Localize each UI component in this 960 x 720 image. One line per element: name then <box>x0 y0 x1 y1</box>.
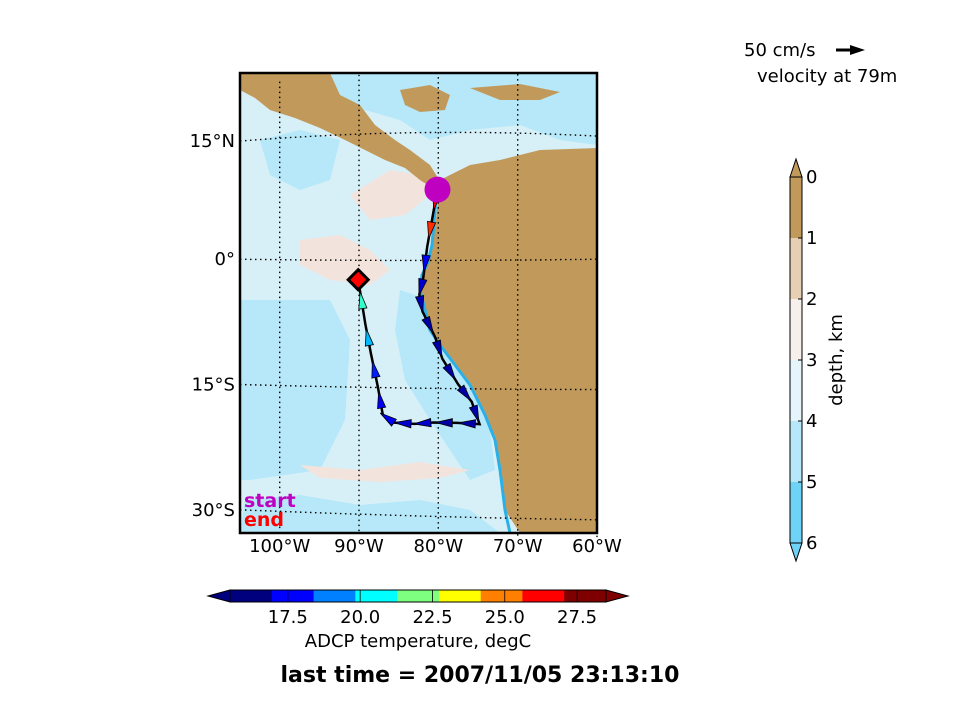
depth-colorbar-tick-label: 5 <box>806 472 817 493</box>
velocity-vector <box>364 328 375 347</box>
depth-colorbar-tick-label: 6 <box>806 533 817 554</box>
yucatan-land <box>400 85 450 112</box>
lat-tick-label: 30°S <box>192 500 235 521</box>
velocity-vector <box>442 362 456 381</box>
end-marker <box>346 267 371 292</box>
velocity-caption: velocity at 79m <box>757 66 897 87</box>
depth-colorbar-tick-label: 3 <box>806 350 817 371</box>
temperature-colorbar-tick-label: 25.0 <box>485 607 525 628</box>
lon-tick-label: 100°W <box>249 536 310 557</box>
depth-colorbar-segment <box>790 177 802 239</box>
temperature-colorbar-segment <box>438 590 482 602</box>
velocity-key: 50 cm/s velocity at 79m <box>744 40 897 87</box>
temperature-colorbar-frame <box>229 589 607 603</box>
velocity-vector <box>394 419 412 429</box>
lon-tick-label: 60°W <box>572 536 622 557</box>
temperature-colorbar-tick-label: 20.0 <box>340 607 380 628</box>
temperature-colorbar-segment <box>522 590 565 602</box>
velocity-vector <box>379 412 397 427</box>
cocos-ridge <box>350 170 430 220</box>
central-america-land <box>240 73 438 188</box>
lat-tick-label: 15°N <box>190 131 235 152</box>
depth-colorbar-segment <box>790 360 802 422</box>
lon-tick-label: 70°W <box>493 536 543 557</box>
temperature-colorbar-tick-label: 22.5 <box>412 607 452 628</box>
temperature-colorbar-left-extension <box>206 589 231 603</box>
velocity-vector <box>358 291 368 310</box>
temperature-colorbar-segment <box>313 590 356 602</box>
depth-colorbar-segment <box>790 421 802 483</box>
depth-colorbar-bottom-extension <box>789 542 803 563</box>
depth-colorbar-tick-label: 4 <box>806 411 817 432</box>
velocity-vector <box>421 254 431 273</box>
start-label: start <box>244 490 296 512</box>
peru-basin <box>395 290 495 480</box>
lon-tick-label: 90°W <box>334 536 384 557</box>
temperature-colorbar: ADCP temperature, degC 17.5 20.0 22.5 25.0 2… <box>206 589 630 652</box>
temperature-colorbar-label: ADCP temperature, degC <box>305 631 531 652</box>
velocity-vector <box>377 391 387 410</box>
velocity-vector <box>421 315 434 334</box>
temperature-colorbar-segment <box>355 590 398 602</box>
velocity-scale-label: 50 cm/s <box>744 40 816 61</box>
deep-basin-north <box>260 130 340 190</box>
lat-tick-label: 0° <box>215 249 235 270</box>
graticule <box>239 72 598 538</box>
temperature-colorbar-segment <box>480 590 523 602</box>
velocity-vector <box>468 404 480 423</box>
temperature-colorbar-tick-label: 17.5 <box>268 607 308 628</box>
velocity-vector <box>435 418 453 428</box>
depth-colorbar-label: depth, km <box>826 314 847 406</box>
deep-basin-west <box>240 300 350 480</box>
temperature-colorbar-tick-label: 27.5 <box>557 607 597 628</box>
south-america-land <box>420 148 597 533</box>
depth-colorbar-tick-label: 0 <box>806 167 817 188</box>
nazca-ridge <box>300 462 470 482</box>
temperature-colorbar-segment <box>564 590 607 602</box>
depth-colorbar-segment <box>790 482 802 544</box>
lon-tick-label: 80°W <box>413 536 463 557</box>
depth-colorbar-top-extension <box>789 157 803 178</box>
velocity-vector <box>371 360 381 379</box>
velocity-vector <box>458 419 476 429</box>
temperature-colorbar-right-extension <box>605 589 630 603</box>
depth-colorbar-segment <box>790 299 802 361</box>
velocity-vector <box>414 295 425 314</box>
depth-colorbar: depth, km 0 1 2 3 4 5 6 <box>789 157 847 563</box>
map-panel: 100°W 90°W 80°W 70°W 60°W 15°N 0° 15°S 30°S star… <box>190 71 622 557</box>
velocity-vector <box>418 277 428 296</box>
velocity-vector <box>413 418 432 428</box>
velocity-vector <box>427 220 437 239</box>
lat-tick-label: 15°S <box>192 375 235 396</box>
velocity-arrow-icon <box>850 45 865 55</box>
map-tick-labels: 100°W 90°W 80°W 70°W 60°W 15°N 0° 15°S 30°S <box>190 131 622 557</box>
caribbean-islands <box>470 84 560 100</box>
temperature-colorbar-segment <box>230 590 273 602</box>
temperature-colorbar-segment <box>271 590 315 602</box>
velocity-vector <box>456 384 472 402</box>
velocity-vector <box>432 339 443 358</box>
map-frame <box>238 71 599 535</box>
start-marker <box>424 176 451 203</box>
depth-colorbar-tick-label: 1 <box>806 228 817 249</box>
depth-colorbar-segment <box>790 238 802 300</box>
last-time-footer: last time = 2007/11/05 23:13:10 <box>281 663 680 688</box>
depth-colorbar-tick-label: 2 <box>806 289 817 310</box>
ship-track <box>346 176 482 429</box>
temperature-colorbar-segment <box>397 590 440 602</box>
end-label: end <box>244 509 284 531</box>
